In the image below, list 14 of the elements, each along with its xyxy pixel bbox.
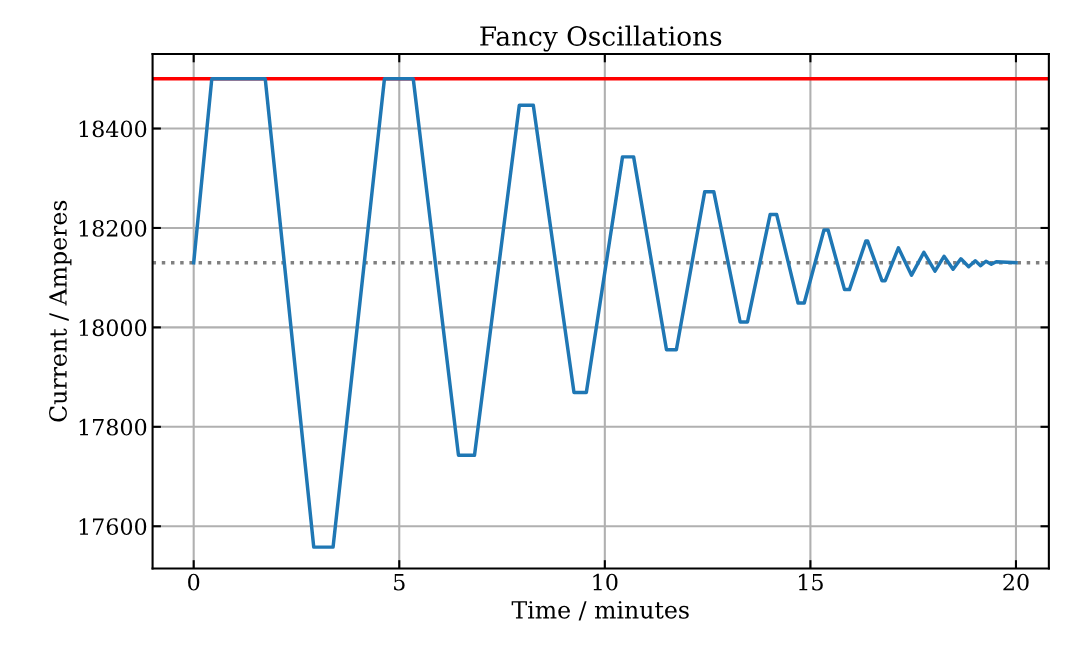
x-tick-label: 20 bbox=[1003, 573, 1029, 591]
x-axis-title: Time / minutes bbox=[511, 601, 689, 621]
x-tick-label: 10 bbox=[593, 573, 618, 591]
x-tick-label: 15 bbox=[798, 573, 823, 591]
y-tick-label: 18200 bbox=[79, 219, 147, 237]
line-series bbox=[191, 77, 1018, 549]
chart-title: Fancy Oscillations bbox=[480, 25, 722, 52]
x-tick-label: 5 bbox=[394, 574, 405, 591]
y-tick-label: 17600 bbox=[79, 518, 147, 536]
x-tick-label: 0 bbox=[188, 573, 200, 591]
y-tick-label: 18400 bbox=[79, 120, 147, 138]
y-tick-label: 17800 bbox=[79, 418, 147, 436]
y-axis-title: Current / Amperes bbox=[49, 200, 72, 422]
y-tick-label: 18000 bbox=[79, 319, 147, 337]
